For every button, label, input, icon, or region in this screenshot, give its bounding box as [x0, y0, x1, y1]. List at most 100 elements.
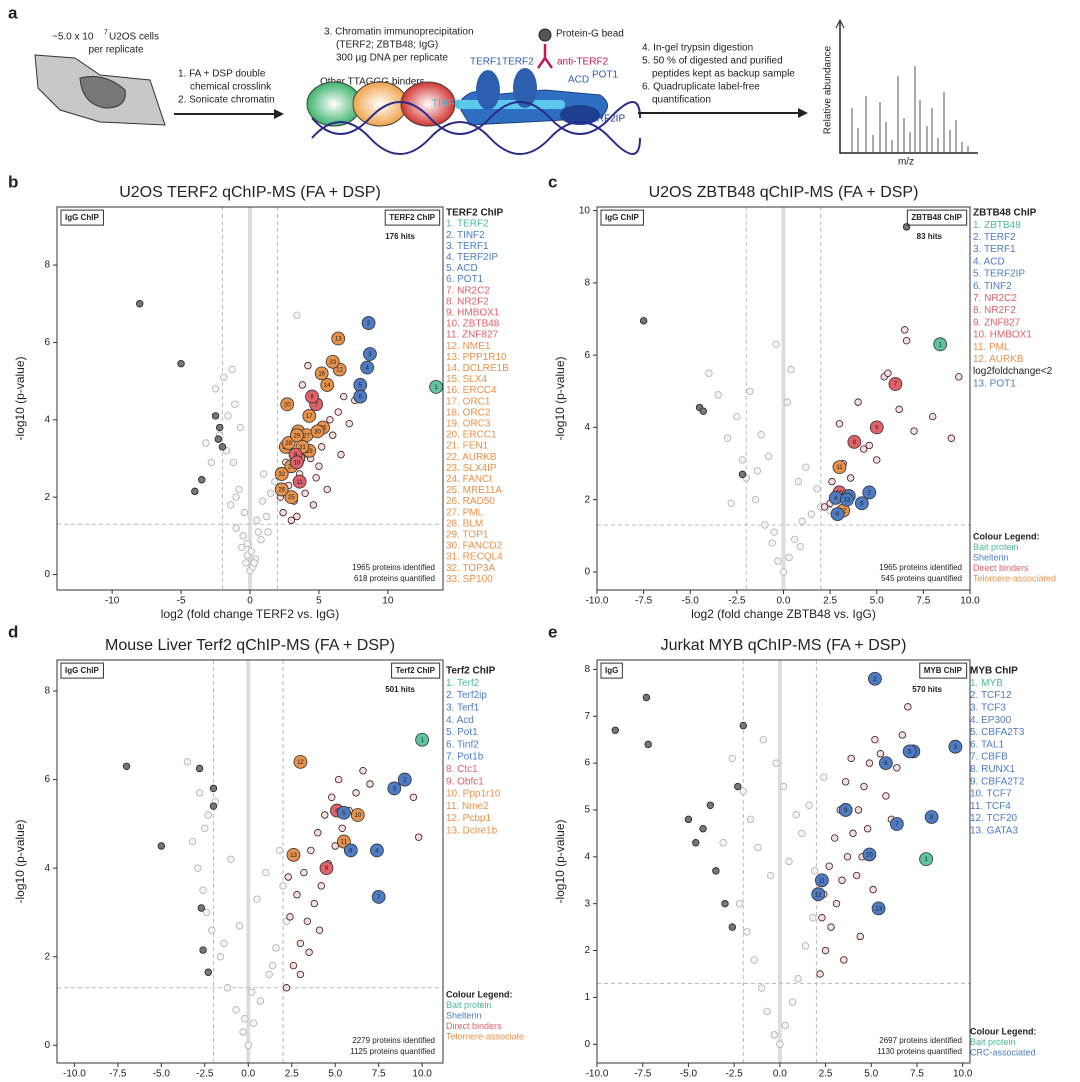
point [226, 501, 235, 509]
x-tick-label: -7.5 [635, 596, 653, 607]
x-tick-label: 5 [316, 596, 322, 607]
highlight-point [854, 496, 869, 511]
legend-item: 13. PPP1R10 [446, 352, 507, 363]
highlight-point [353, 389, 368, 404]
point [250, 559, 258, 567]
plot-frame [56, 206, 444, 591]
highlight-point [302, 409, 317, 423]
highlight-point [370, 843, 384, 858]
annotation-box [600, 662, 623, 679]
point [821, 946, 830, 955]
point [254, 528, 262, 536]
point [238, 543, 246, 552]
legend-item: 22. AURKB [446, 452, 497, 463]
point [240, 508, 249, 517]
point [840, 956, 848, 964]
highlight-point [814, 873, 829, 888]
point [859, 445, 868, 453]
point [772, 340, 780, 349]
highlight-point [289, 455, 304, 470]
highlight-point [888, 377, 903, 391]
point [849, 829, 857, 838]
point [776, 1040, 784, 1048]
step-text: 2. Sonicate chromatin [178, 95, 275, 106]
point [746, 815, 755, 824]
point [893, 764, 901, 772]
y-tick-label: 6 [44, 337, 50, 348]
highlight-point [371, 890, 386, 904]
point [768, 539, 777, 547]
point [198, 476, 206, 484]
point [414, 833, 423, 841]
y-tick-label: 0 [44, 1040, 50, 1051]
x-tick-label: 0 [247, 596, 253, 607]
x-tick-label: -10 [105, 596, 120, 607]
legend-item: 32. TOP3A [446, 563, 495, 574]
x-tick-label: -2.5 [726, 1069, 744, 1080]
highlight-point [840, 492, 854, 507]
legend-item: 4. ACD [973, 256, 1005, 267]
legend-item: 12. Pcbp1 [446, 813, 491, 824]
legend-item: 9. HMBOX1 [446, 308, 500, 319]
point [284, 873, 292, 881]
annotation-box-label: MYB ChIP [924, 666, 963, 675]
point [794, 477, 803, 486]
cells-exponent: 7 [104, 29, 108, 36]
x-tick-label: 2.5 [285, 1069, 299, 1080]
point-label: 1 [420, 738, 424, 744]
annotation-box [60, 209, 104, 226]
spectrum-axes [835, 18, 845, 29]
highlight-point [862, 847, 877, 862]
y-tick-label: 10 [579, 205, 591, 216]
point [863, 824, 872, 833]
colour-legend-item: Shelterin [446, 1010, 482, 1020]
point [304, 361, 312, 370]
point-label: 10 [866, 853, 873, 859]
chart-title: Mouse Liver Terf2 qChIP-MS (FA + DSP) [105, 637, 395, 654]
point [759, 735, 768, 744]
highlight-point [319, 861, 334, 876]
x-tick-label: 2.5 [823, 596, 837, 607]
point [901, 326, 909, 334]
point [266, 489, 275, 497]
legend-item: 13. GATA3 [970, 826, 1018, 837]
x-tick-label: 10 [382, 596, 394, 607]
x-tick-label: 5.0 [328, 1069, 342, 1080]
point [272, 944, 280, 952]
point [293, 512, 301, 521]
point [409, 793, 418, 801]
point [809, 914, 817, 922]
point [770, 1031, 779, 1039]
point [261, 868, 270, 877]
x-tick-label: -2.5 [196, 1069, 214, 1080]
point [852, 871, 861, 880]
point [764, 452, 773, 461]
highlight-point [363, 347, 377, 361]
point [211, 385, 220, 393]
point [216, 953, 225, 961]
point [293, 311, 301, 320]
point [712, 867, 720, 875]
point [303, 917, 312, 925]
legend-item: 11. TCF4 [970, 801, 1011, 812]
legend-item: 5. CBFA2T3 [970, 727, 1025, 738]
point [763, 1007, 771, 1016]
point [876, 750, 885, 758]
panel-label: c [548, 172, 557, 191]
protein-label: ACD [568, 75, 589, 86]
point [312, 474, 320, 482]
point [743, 928, 751, 936]
spectrum-y-label: Relative abundance [823, 45, 834, 134]
point [895, 405, 903, 414]
point-label: 8 [930, 815, 934, 821]
point [788, 998, 797, 1006]
point-label: 1 [938, 342, 942, 348]
x-tick-label: 0.0 [241, 1069, 255, 1080]
point-label: 2 [367, 321, 371, 327]
legend-item: 3. TERF1 [973, 244, 1016, 255]
highlight-point [902, 744, 917, 759]
legend-item: 16. ERCC4 [446, 385, 497, 396]
x-tick-label: 0.0 [777, 596, 791, 607]
highlight-point [274, 482, 289, 497]
legend-item: 3. TERF1 [446, 241, 489, 252]
